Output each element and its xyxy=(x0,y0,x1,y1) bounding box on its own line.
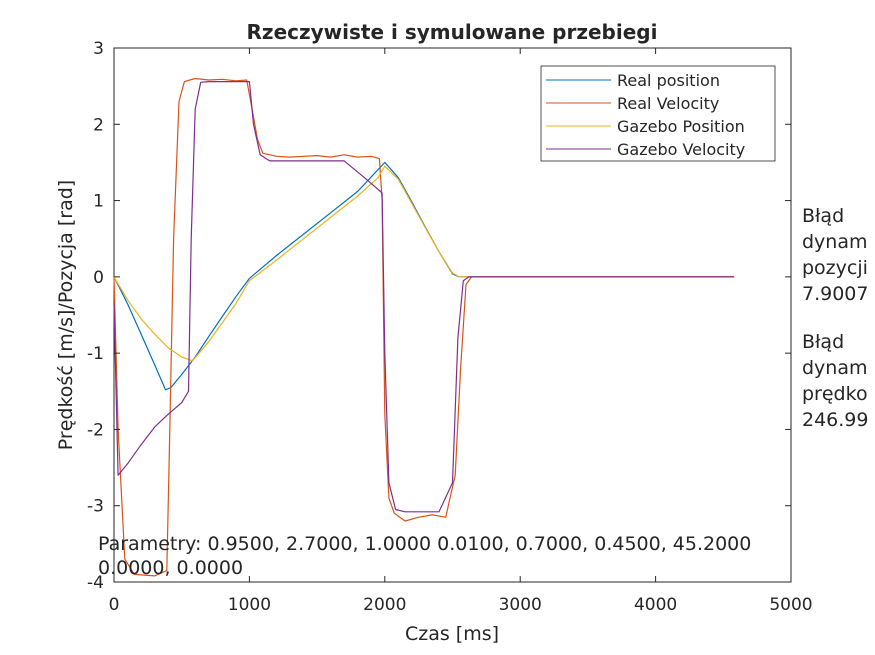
parameters-annotation-line2: 0.0000, 0.0000 xyxy=(98,557,243,579)
legend-label-real-position: Real position xyxy=(617,71,720,90)
position-error-annotation: Błąd dynam pozycji 7.9007 xyxy=(802,205,868,305)
x-tick-label: 2000 xyxy=(363,595,406,615)
legend: Real position Real Velocity Gazebo Posit… xyxy=(540,65,776,162)
y-axis-label: Prędkość [m/s]/Pozycja [rad] xyxy=(55,180,77,450)
y-tick-label: 1 xyxy=(93,192,104,212)
y-tick-label: -1 xyxy=(87,344,104,364)
x-tick-label: 0 xyxy=(109,595,120,615)
velocity-error-line1: Błąd xyxy=(802,331,844,353)
position-error-value: 7.9007 xyxy=(802,283,868,305)
legend-box xyxy=(540,65,776,162)
position-error-line3: pozycji xyxy=(802,257,868,279)
y-tick-label: 0 xyxy=(93,268,104,288)
velocity-error-line3: prędko xyxy=(802,383,868,405)
series-line-gazebo-velocity xyxy=(113,80,735,513)
series-line-real-velocity xyxy=(113,77,735,577)
axis-ticks: 0 1000 2000 3000 4000 5000 -4 -3 -2 -1 0 1 2 3 xyxy=(87,39,813,615)
y-tick-label: -3 xyxy=(87,497,104,517)
data-lines xyxy=(113,77,735,577)
parameters-annotation-line1: Parametry: 0.9500, 2.7000, 1.0000 0.0100… xyxy=(98,533,751,555)
legend-label-real-velocity: Real Velocity xyxy=(617,94,719,113)
velocity-error-value: 246.99 xyxy=(802,409,868,431)
x-tick-label: 4000 xyxy=(634,595,677,615)
x-tick-label: 1000 xyxy=(228,595,271,615)
velocity-error-line2: dynam xyxy=(802,357,868,379)
x-tick-label: 3000 xyxy=(499,595,542,615)
position-error-line2: dynam xyxy=(802,231,868,253)
legend-label-gazebo-velocity: Gazebo Velocity xyxy=(617,140,745,159)
y-tick-label: 3 xyxy=(93,39,104,59)
y-tick-label: 2 xyxy=(93,115,104,135)
velocity-error-annotation: Błąd dynam prędko 246.99 xyxy=(802,331,868,431)
chart-title: Rzeczywiste i symulowane przebiegi xyxy=(247,20,658,44)
y-tick-label: -4 xyxy=(87,573,104,593)
position-error-line1: Błąd xyxy=(802,205,844,227)
series-line-gazebo-position xyxy=(113,165,735,362)
x-tick-label: 5000 xyxy=(769,595,812,615)
y-tick-label: -2 xyxy=(87,420,104,440)
x-axis-label: Czas [ms] xyxy=(405,623,499,645)
legend-label-gazebo-position: Gazebo Position xyxy=(617,117,745,136)
